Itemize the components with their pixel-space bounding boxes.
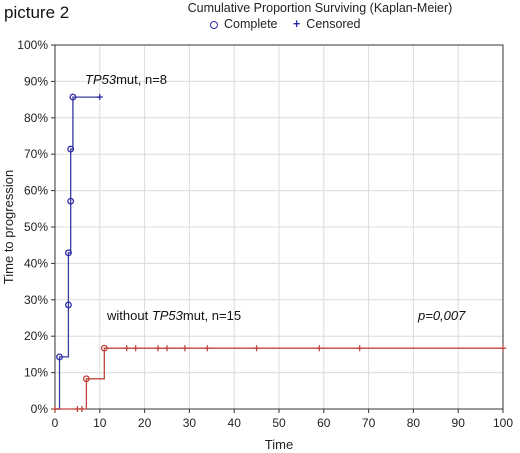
censored-point xyxy=(181,345,188,352)
series-label-without: without TP53mut, n=15 xyxy=(106,308,241,323)
legend: Complete + Censored xyxy=(210,17,373,31)
series-label-without-part: without xyxy=(106,308,152,323)
censored-point xyxy=(132,345,139,352)
series-label-tp53-part: TP53 xyxy=(85,72,117,87)
censored-point xyxy=(96,94,103,101)
legend-complete: Complete xyxy=(210,17,284,31)
censored-point xyxy=(356,345,363,352)
legend-censored-label: Censored xyxy=(306,17,361,31)
x-tick-label: 70 xyxy=(362,416,376,430)
censored-point xyxy=(164,345,170,352)
y-tick-label: 30% xyxy=(24,293,48,307)
censored-point xyxy=(316,345,323,352)
y-tick-label: 70% xyxy=(24,147,48,161)
censored-point xyxy=(204,345,211,352)
x-axis-label: Time xyxy=(265,437,293,452)
series-label-without-part: TP53 xyxy=(152,308,184,323)
p-value-label: p=0,007 xyxy=(417,308,466,323)
x-tick-label: 30 xyxy=(183,416,197,430)
y-tick-label: 100% xyxy=(17,38,48,52)
censored-point xyxy=(123,345,130,352)
x-tick-label: 50 xyxy=(272,416,286,430)
x-tick-label: 90 xyxy=(452,416,466,430)
complete-point xyxy=(100,344,108,352)
series-label-without-part: mut, n=15 xyxy=(183,308,241,323)
complete-point xyxy=(67,145,75,153)
x-tick-label: 100 xyxy=(493,416,513,430)
complete-point xyxy=(56,353,63,361)
x-tick-label: 0 xyxy=(52,416,59,430)
y-tick-label: 60% xyxy=(24,184,48,198)
y-tick-label: 0% xyxy=(31,402,49,416)
y-tick-label: 20% xyxy=(24,329,48,343)
x-tick-label: 40 xyxy=(228,416,242,430)
series-line-0 xyxy=(55,96,100,410)
censored-point xyxy=(500,345,506,352)
y-tick-label: 90% xyxy=(24,74,48,88)
censored-point xyxy=(78,406,85,412)
y-tick-label: 40% xyxy=(24,256,48,270)
y-axis-label: Time to progression xyxy=(1,170,16,284)
series-label-tp53: TP53mut, n=8 xyxy=(85,72,167,87)
x-tick-label: 60 xyxy=(317,416,331,430)
legend-complete-label: Complete xyxy=(224,17,278,31)
complete-point xyxy=(67,197,75,205)
plus-marker-icon: + xyxy=(292,17,301,31)
x-tick-label: 10 xyxy=(93,416,107,430)
y-tick-label: 80% xyxy=(24,111,48,125)
series-label-tp53-part: mut, n=8 xyxy=(116,72,167,87)
complete-point xyxy=(64,301,72,309)
x-tick-label: 20 xyxy=(138,416,152,430)
circle-marker-icon xyxy=(210,20,218,29)
picture-label: picture 2 xyxy=(4,3,70,22)
censored-point xyxy=(155,345,162,352)
censored-point xyxy=(52,406,58,412)
legend-censored: + Censored xyxy=(293,17,367,31)
censored-point xyxy=(253,345,260,352)
complete-point xyxy=(64,249,72,257)
chart-title: Cumulative Proportion Surviving (Kaplan-… xyxy=(187,1,453,15)
complete-point xyxy=(82,375,90,383)
y-tick-label: 10% xyxy=(24,366,48,380)
complete-point xyxy=(69,93,77,101)
x-tick-label: 80 xyxy=(407,416,421,430)
y-tick-label: 50% xyxy=(24,220,48,234)
